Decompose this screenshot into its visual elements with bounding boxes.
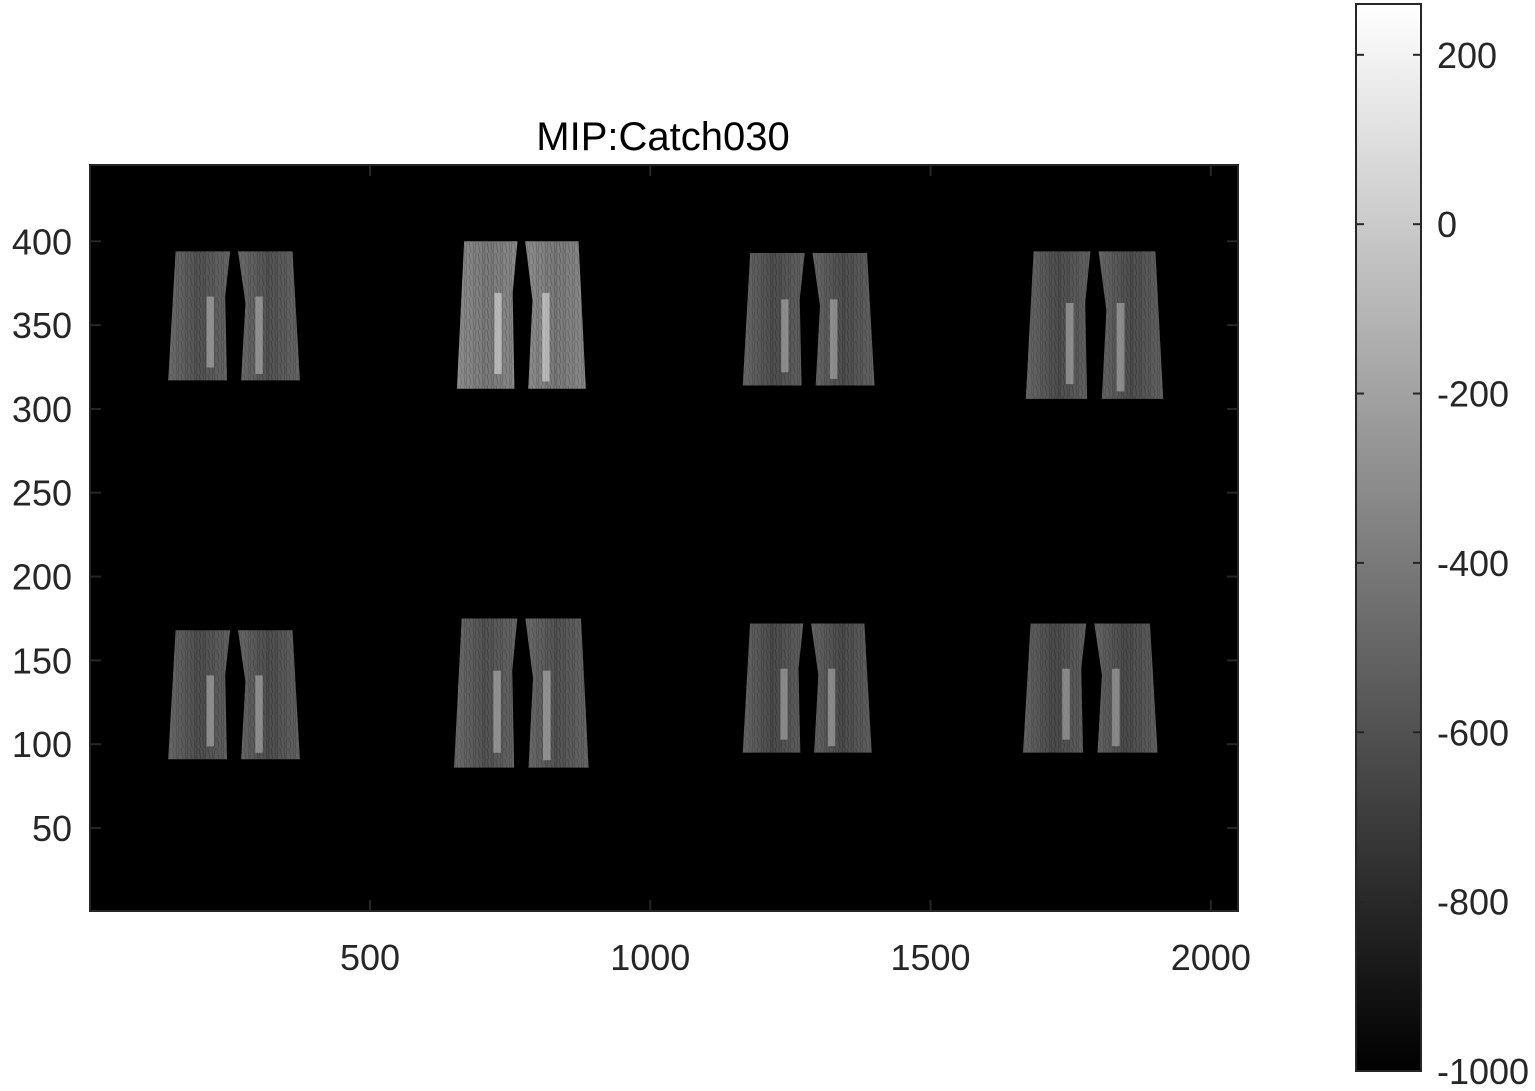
colorbar-gradient bbox=[1355, 3, 1422, 1072]
mip-panel-bottom-1 bbox=[168, 630, 300, 760]
vessel-highlight bbox=[1065, 302, 1074, 385]
lung-shading bbox=[454, 618, 518, 768]
x-tick-label: 1000 bbox=[610, 937, 690, 978]
mip-panel-top-3 bbox=[742, 253, 875, 386]
y-tick-label: 400 bbox=[12, 221, 72, 262]
colorbar-tick-label: 0 bbox=[1437, 204, 1457, 245]
y-tick-label: 250 bbox=[12, 473, 72, 514]
vessel-highlight bbox=[780, 668, 788, 740]
mip-panel-top-2 bbox=[456, 241, 586, 389]
y-tick-label: 200 bbox=[12, 557, 72, 598]
vessel-highlight bbox=[493, 670, 501, 753]
lung-shading bbox=[742, 623, 804, 753]
lung-shading bbox=[238, 251, 300, 381]
mip-panels bbox=[168, 241, 1164, 768]
mip-panel-top-1 bbox=[168, 251, 300, 381]
lung-shading bbox=[1023, 623, 1087, 753]
colorbar-tick-label: -800 bbox=[1437, 882, 1509, 923]
vessel-highlight bbox=[1112, 668, 1120, 747]
lung-shading bbox=[1025, 251, 1091, 399]
y-tick-label: 100 bbox=[12, 724, 72, 765]
y-tick-label: 300 bbox=[12, 389, 72, 430]
x-axis-ticks: 500 1000 1500 2000 bbox=[340, 937, 1251, 978]
lung-shading bbox=[811, 623, 872, 753]
x-tick-label: 2000 bbox=[1171, 937, 1251, 978]
chart-title: MIP:Catch030 bbox=[536, 115, 789, 159]
mip-panel-bottom-4 bbox=[1023, 623, 1158, 753]
colorbar-tick-label: 200 bbox=[1437, 35, 1497, 76]
axis-tick-marks bbox=[90, 165, 1238, 911]
axes-frame bbox=[89, 164, 1239, 912]
mip-panel-bottom-2 bbox=[454, 618, 589, 768]
lung-shading bbox=[742, 253, 805, 386]
vessel-highlight bbox=[255, 296, 263, 374]
vessel-highlight bbox=[494, 292, 502, 375]
vessel-highlight bbox=[206, 675, 215, 747]
y-axis-ticks: 50 100 150 200 250 300 350 400 bbox=[12, 221, 72, 849]
vessel-highlight bbox=[543, 670, 551, 761]
vessel-highlight bbox=[828, 668, 836, 747]
y-tick-label: 350 bbox=[12, 305, 72, 346]
vessel-highlight bbox=[781, 299, 789, 373]
lung-shading bbox=[238, 630, 300, 760]
vessel-highlight bbox=[1116, 302, 1125, 392]
colorbar-tick-label: -200 bbox=[1437, 374, 1509, 415]
lung-shading bbox=[1098, 251, 1164, 399]
lung-shading bbox=[525, 618, 589, 768]
vessel-highlight bbox=[542, 292, 550, 382]
vessel-highlight bbox=[1062, 668, 1070, 740]
mip-panel-top-4 bbox=[1025, 251, 1164, 399]
lung-shading bbox=[456, 241, 518, 389]
lung-shading bbox=[812, 253, 875, 386]
colorbar: -1000 -800 -600 -400 -200 0 200 bbox=[1355, 3, 1529, 1091]
lung-shading bbox=[168, 630, 231, 760]
colorbar-tick-label: -1000 bbox=[1437, 1051, 1529, 1091]
lung-shading bbox=[525, 241, 586, 389]
colorbar-tick-label: -600 bbox=[1437, 712, 1509, 753]
lung-shading bbox=[1094, 623, 1158, 753]
plot-area bbox=[89, 164, 1239, 912]
lung-shading bbox=[168, 251, 231, 381]
x-tick-label: 500 bbox=[340, 937, 400, 978]
vessel-highlight bbox=[255, 675, 263, 753]
x-tick-label: 1500 bbox=[890, 937, 970, 978]
colorbar-ticks: -1000 -800 -600 -400 -200 0 200 bbox=[1356, 35, 1529, 1091]
mip-panel-bottom-3 bbox=[742, 623, 872, 753]
y-tick-label: 50 bbox=[32, 808, 72, 849]
vessel-highlight bbox=[829, 299, 838, 379]
y-tick-label: 150 bbox=[12, 640, 72, 681]
colorbar-tick-label: -400 bbox=[1437, 543, 1509, 584]
vessel-highlight bbox=[206, 296, 215, 368]
